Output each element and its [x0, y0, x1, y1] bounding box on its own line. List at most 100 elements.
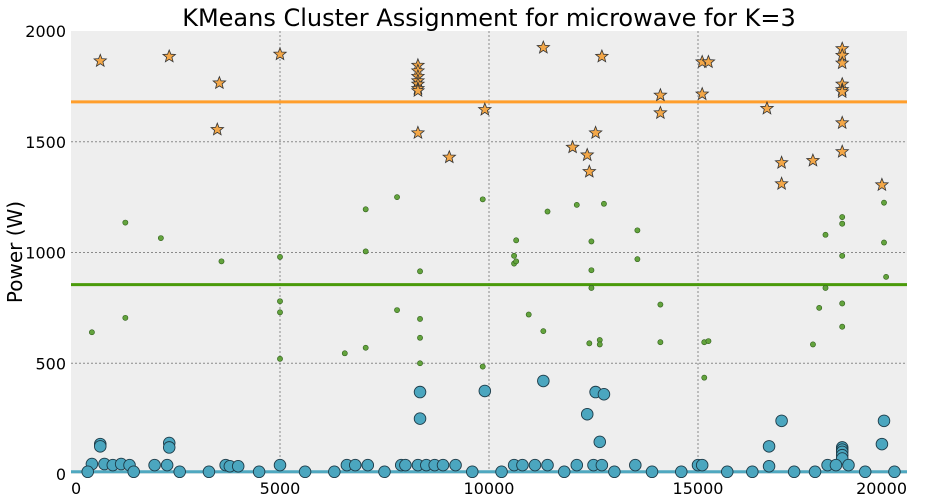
cluster-mid-point	[122, 314, 129, 321]
cluster-low-point	[597, 388, 611, 401]
y-axis-ticks: 0 500 1000 1500 2000	[25, 22, 66, 484]
cluster-high-point	[579, 147, 595, 162]
cluster-low-point	[399, 458, 412, 472]
cluster-low-point	[252, 465, 266, 479]
cluster-high-point	[653, 87, 668, 102]
cluster-low-point	[808, 465, 822, 479]
y-tick-label: 1000	[25, 244, 66, 263]
cluster-mid-point	[417, 268, 423, 275]
cluster-low-point	[378, 465, 391, 479]
cluster-mid-point	[588, 267, 595, 274]
cluster-mid-point	[362, 344, 369, 351]
cluster-mid-point	[588, 285, 595, 291]
cluster-low-point	[148, 458, 161, 472]
cluster-low-point	[449, 458, 462, 472]
cluster-mid-point	[705, 338, 712, 344]
cluster-mid-point	[588, 238, 595, 245]
cluster-low-point	[478, 384, 492, 398]
data-points	[81, 40, 901, 479]
cluster-low-point	[94, 440, 107, 453]
cluster-high-point	[410, 125, 426, 139]
grid-lines	[71, 31, 907, 474]
cluster-mid-point	[513, 258, 520, 265]
cluster-mid-point	[881, 239, 887, 246]
cluster-mid-point	[157, 235, 164, 242]
cluster-high-point	[410, 83, 426, 98]
cluster-low-point	[541, 458, 554, 472]
cluster-mid-point	[417, 360, 423, 367]
cluster-high-point	[834, 84, 850, 99]
cluster-low-point	[570, 458, 584, 472]
x-axis-ticks: 0 5000 10000 15000 20000	[71, 479, 907, 498]
x-tick-label: 10000	[464, 479, 515, 498]
cluster-high-point	[93, 53, 108, 68]
cluster-mid-point	[511, 252, 517, 259]
cluster-low-point	[875, 437, 889, 451]
cluster-low-point	[436, 458, 450, 472]
cluster-mid-point	[394, 307, 400, 313]
cluster-high-point	[582, 164, 597, 178]
cluster-mid-point	[822, 285, 829, 291]
cluster-low-point	[829, 458, 843, 472]
cluster-mid-point	[701, 374, 708, 381]
cluster-low-point	[877, 414, 891, 428]
cluster-mid-point	[816, 304, 823, 311]
cluster-mid-point	[362, 206, 369, 213]
cluster-mid-point	[573, 201, 580, 208]
y-tick-label: 2000	[25, 22, 66, 41]
cluster-low-point	[762, 459, 776, 473]
cluster-high-point	[701, 54, 716, 69]
cluster-high-point	[759, 100, 775, 115]
cluster-mid-point	[89, 329, 95, 336]
cluster-mid-point	[277, 298, 283, 305]
cluster-low-point	[580, 407, 594, 421]
cluster-low-point	[361, 458, 375, 472]
cluster-high-point	[272, 46, 288, 61]
cluster-mid-point	[394, 194, 400, 201]
y-tick-label: 1500	[25, 133, 66, 152]
cluster-high-point	[874, 177, 890, 192]
cluster-low-point	[160, 458, 174, 472]
cluster-low-point	[413, 412, 427, 425]
cluster-low-point	[762, 440, 776, 453]
x-tick-label: 5000	[260, 479, 301, 498]
cluster-high-point	[442, 149, 457, 164]
cluster-mid-point	[657, 339, 664, 346]
cluster-mid-point	[601, 200, 607, 207]
cluster-high-point	[805, 153, 821, 167]
cluster-mid-point	[657, 301, 664, 308]
cluster-mid-point	[277, 309, 283, 316]
y-axis-label: Power (W)	[3, 201, 27, 303]
cluster-mid-point	[277, 254, 283, 260]
cluster-low-point	[593, 435, 607, 449]
cluster-mid-point	[822, 231, 829, 238]
cluster-mid-point	[417, 316, 423, 322]
cluster-mid-point	[122, 219, 129, 226]
cluster-high-point	[161, 48, 177, 63]
cluster-low-point	[629, 458, 642, 472]
cluster-mid-point	[883, 273, 889, 280]
cluster-low-point	[842, 458, 855, 472]
cluster-mid-point	[634, 227, 641, 234]
cluster-high-point	[774, 176, 789, 190]
cluster-low-point	[495, 465, 508, 479]
cluster-high-point	[536, 40, 551, 54]
cluster-high-point	[653, 105, 668, 120]
cluster-low-point	[787, 465, 801, 479]
cluster-low-point	[173, 465, 186, 479]
cluster-mid-point	[810, 341, 816, 348]
cluster-mid-point	[218, 258, 225, 265]
cluster-high-point	[212, 75, 227, 90]
cluster-low-point	[328, 465, 341, 479]
cluster-low-point	[202, 465, 216, 479]
cluster-high-point	[774, 155, 789, 169]
cluster-mid-point	[634, 256, 641, 263]
cluster-low-point	[695, 458, 709, 472]
cluster-mid-point	[839, 252, 846, 259]
cluster-mid-point	[479, 196, 486, 203]
cluster-high-point	[477, 101, 493, 116]
cluster-mid-point	[479, 363, 486, 370]
cluster-low-point	[127, 465, 140, 479]
cluster-low-point	[528, 458, 542, 472]
cluster-mid-point	[540, 328, 547, 335]
